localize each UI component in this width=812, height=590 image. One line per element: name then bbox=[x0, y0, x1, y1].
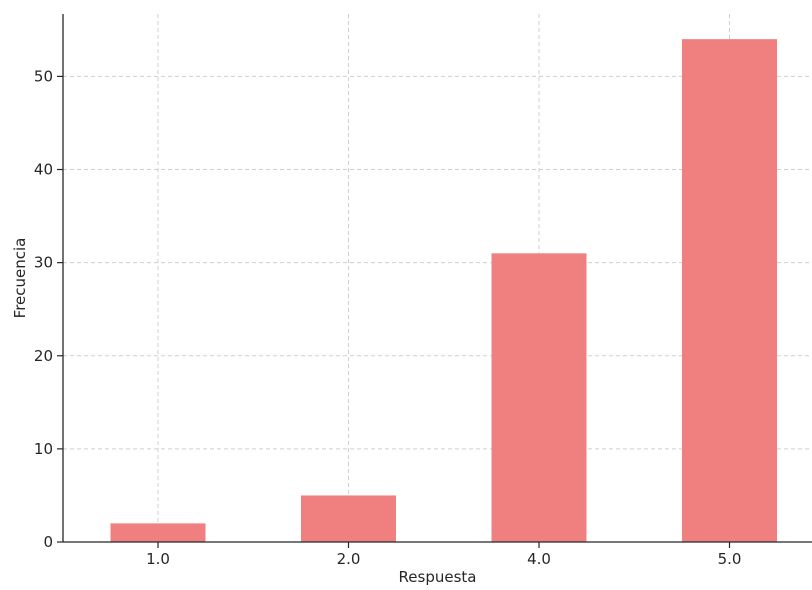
y-tick-label: 0 bbox=[43, 533, 53, 551]
bar bbox=[110, 523, 206, 542]
bar bbox=[491, 253, 587, 542]
x-tick-label: 1.0 bbox=[146, 550, 170, 568]
y-axis-title: Frecuencia bbox=[11, 238, 29, 319]
ticks-layer: 0 10 20 30 40 50 1.0 2.0 4.0 5.0 bbox=[34, 67, 742, 568]
y-tick-label: 40 bbox=[34, 161, 53, 179]
x-axis-title: Respuesta bbox=[399, 568, 477, 586]
x-tick-label: 4.0 bbox=[527, 550, 551, 568]
y-tick-label: 10 bbox=[34, 440, 53, 458]
y-tick-label: 50 bbox=[34, 67, 53, 85]
bar bbox=[682, 39, 777, 543]
axes-layer bbox=[62, 14, 812, 543]
bars-layer bbox=[110, 39, 777, 543]
y-tick-label: 30 bbox=[34, 254, 53, 272]
x-tick-label: 5.0 bbox=[718, 550, 742, 568]
y-tick-label: 20 bbox=[34, 347, 53, 365]
x-tick-label: 2.0 bbox=[337, 550, 361, 568]
bar bbox=[301, 495, 396, 542]
